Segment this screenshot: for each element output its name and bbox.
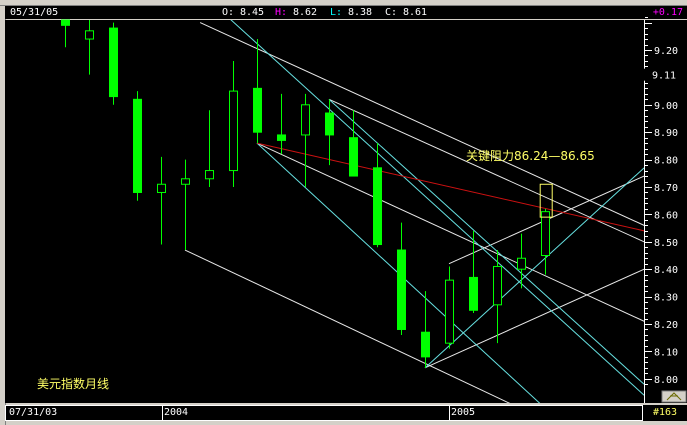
- time-axis: 07/31/03 2004 2005: [5, 405, 643, 421]
- candle: [541, 208, 550, 275]
- candle: [469, 230, 478, 314]
- trendline-cyan[interactable]: [228, 17, 644, 396]
- y-tick-label: 8.50: [654, 238, 678, 249]
- candle-body-up: [181, 178, 190, 185]
- header-date: 05/31/05: [10, 7, 59, 18]
- y-tick-label: 9.00: [654, 101, 678, 112]
- candle-body-up: [517, 257, 526, 270]
- resistance-box: [539, 183, 553, 218]
- candle-body-up: [157, 183, 166, 193]
- low-value: 8.38: [348, 7, 373, 18]
- candle: [421, 291, 430, 368]
- trendline-cyan[interactable]: [328, 98, 644, 385]
- candle-body-down: [421, 331, 430, 358]
- year-label-2004: 2004: [164, 407, 189, 418]
- y-tick-label: 8.70: [654, 183, 678, 194]
- trendline-cyan[interactable]: [424, 167, 644, 369]
- trendline-white[interactable]: [256, 142, 644, 322]
- candle: [325, 99, 334, 166]
- candlestick-chart[interactable]: 关键阻力86.24—86.65 美元指数月线 9.20 9.00 8.90 8.80 8…: [0, 0, 687, 405]
- trendline-white[interactable]: [424, 268, 644, 369]
- candle-body-up: [229, 90, 238, 172]
- trendline-red[interactable]: [256, 142, 644, 232]
- candle: [493, 250, 502, 344]
- candle-body-down: [469, 276, 478, 311]
- candle: [109, 22, 118, 105]
- candle: [253, 39, 262, 144]
- low-label: L:: [330, 7, 343, 18]
- candle-body-down: [133, 98, 142, 193]
- change-value: +0.17: [652, 7, 683, 18]
- y-tick-label: 8.90: [654, 128, 678, 139]
- candle: [157, 156, 166, 245]
- y-tick-label: 8.00: [654, 375, 678, 386]
- trendline-white[interactable]: [328, 98, 644, 243]
- candle-body-up: [445, 279, 454, 344]
- candle-body-up: [541, 211, 550, 257]
- plot-background: [5, 20, 687, 403]
- chart-title: 美元指数月线: [37, 376, 109, 391]
- scale-icon[interactable]: [661, 390, 687, 403]
- candle: [301, 93, 310, 187]
- candle-body-down: [349, 137, 358, 177]
- y-tick-label: 8.30: [654, 293, 678, 304]
- close-label: C:: [385, 7, 398, 18]
- current-price-label: 9.11: [652, 71, 676, 82]
- open-value: 8.45: [240, 7, 265, 18]
- candle: [397, 222, 406, 335]
- candle-body-down: [61, 19, 70, 26]
- candle: [85, 20, 94, 75]
- open-label: O:: [222, 7, 235, 18]
- candle-body-down: [109, 27, 118, 98]
- candle: [349, 110, 358, 177]
- candle: [373, 143, 382, 248]
- year-label-2005: 2005: [451, 407, 476, 418]
- bar-count: #163: [643, 405, 687, 421]
- y-tick-label: 8.10: [654, 347, 678, 358]
- candle-body-up: [85, 30, 94, 40]
- candles: [61, 19, 550, 368]
- candle-body-down: [277, 134, 286, 141]
- y-axis: 9.20 9.00 8.90 8.80 8.70 8.60 8.50 8.40 8.30 8.20…: [643, 17, 687, 386]
- candle-body-up: [301, 104, 310, 136]
- candle-body-up: [493, 265, 502, 306]
- candle: [517, 233, 526, 289]
- candle-body-up: [205, 170, 214, 180]
- candle-body-down: [397, 249, 406, 330]
- candle-body-down: [373, 167, 382, 246]
- y-tick-label: 8.60: [654, 210, 678, 221]
- candle: [181, 159, 190, 251]
- y-tick-label: 8.40: [654, 265, 678, 276]
- trendline-white[interactable]: [199, 22, 644, 226]
- candle: [445, 266, 454, 349]
- toolbar-strip: [0, 0, 687, 6]
- trendline-white[interactable]: [184, 249, 511, 403]
- candle: [205, 110, 214, 187]
- resistance-annotation: 关键阻力86.24—86.65: [466, 149, 595, 163]
- ohlc-header: 05/31/05 O: 8.45 H: 8.62 L: 8.38 C: 8.61…: [5, 6, 687, 19]
- year-divider: [449, 406, 450, 420]
- year-divider: [162, 406, 163, 420]
- candle: [277, 93, 286, 155]
- candle-body-down: [325, 112, 334, 136]
- close-value: 8.61: [403, 7, 428, 18]
- candle: [229, 60, 238, 187]
- y-tick-label: 9.20: [654, 46, 678, 57]
- trendlines: [184, 17, 644, 403]
- high-label: H:: [275, 7, 288, 18]
- candle-body-down: [253, 87, 262, 133]
- start-date: 07/31/03: [9, 407, 58, 418]
- y-tick-label: 8.80: [654, 156, 678, 167]
- candle: [61, 19, 70, 48]
- y-tick-label: 8.20: [654, 320, 678, 331]
- high-value: 8.62: [293, 7, 318, 18]
- current-price-marker: [643, 68, 687, 81]
- candle: [133, 91, 142, 201]
